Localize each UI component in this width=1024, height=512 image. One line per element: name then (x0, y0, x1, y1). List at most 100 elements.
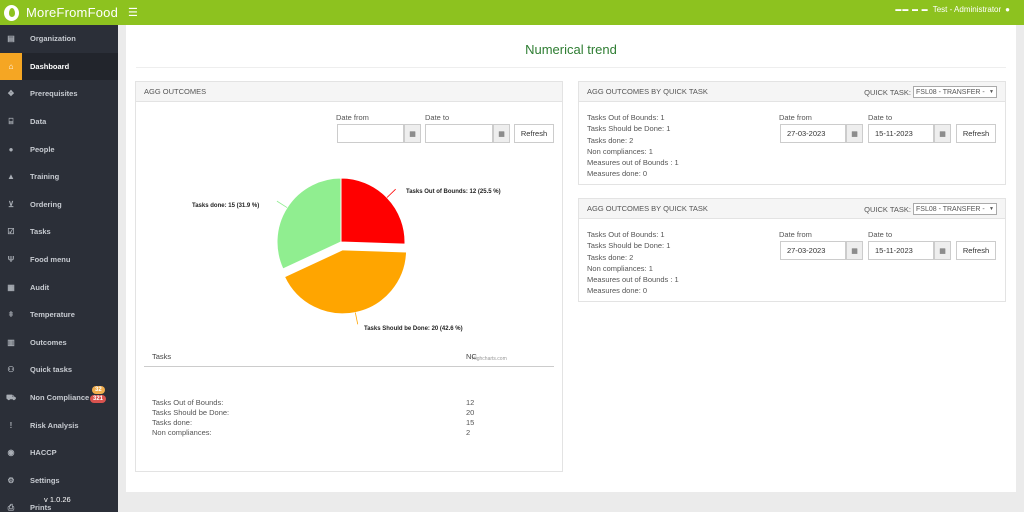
cubes-icon: ❖ (7, 89, 15, 99)
date-from-label: Date from (336, 113, 369, 122)
hamburger-menu-icon[interactable]: ☰ (128, 7, 138, 19)
quick-task-label: QUICK TASK: (864, 204, 911, 214)
quick-task-select[interactable]: FSL08 - TRANSFER - ▼ (913, 203, 997, 215)
user-menu[interactable]: ▬▬ ▬ ▬ Test - Administrator ● (895, 5, 1010, 14)
users-icon: ⚇ (7, 365, 15, 375)
col-tasks: Tasks (152, 352, 172, 361)
pie-leader-line (386, 188, 396, 198)
title-divider (136, 67, 1006, 68)
date-to-input[interactable] (425, 124, 493, 143)
compass-icon: ◉ (7, 448, 15, 458)
top-bar: MoreFromFood ☰ ▬▬ ▬ ▬ Test - Administrat… (0, 0, 1024, 25)
main-content: Numerical trend AGG OUTCOMES Date from D… (126, 25, 1016, 492)
brand-name: MoreFromFood (26, 5, 118, 20)
graduation-cap-icon: ▲ (7, 172, 15, 182)
sidebar-item-quick-tasks[interactable]: ⚇ Quick tasks (0, 356, 118, 384)
version-label: v 1.0.26 (44, 495, 71, 504)
cart-icon: ⊻ (8, 199, 14, 209)
calendar-icon[interactable]: ▦ (934, 124, 951, 143)
pie-leader-line (354, 312, 359, 325)
calendar-icon[interactable]: ▦ (404, 124, 421, 143)
refresh-button[interactable]: Refresh (956, 241, 996, 260)
table-icon: ▥ (7, 337, 15, 347)
gears-icon: ⚙ (7, 475, 15, 485)
sidebar-item-training[interactable]: ▲ Training (0, 163, 118, 191)
sidebar-item-people[interactable]: ● People (0, 135, 118, 163)
sidebar-item-outcomes[interactable]: ▥ Outcomes (0, 329, 118, 357)
pie-chart (276, 177, 408, 325)
sidebar-item-data[interactable]: ⌸ Data (0, 108, 118, 136)
pie-label-should-be-done: Tasks Should be Done: 20 (42.6 %) (364, 326, 463, 332)
building-icon: ▤ (7, 34, 15, 44)
person-icon: ● (8, 144, 14, 154)
agg-outcomes-panel: AGG OUTCOMES Date from Date to ▦ ▦ Refre… (135, 81, 563, 472)
nc-danger-badge: 321 (90, 394, 107, 403)
sidebar-item-temperature[interactable]: ǂ Temperature (0, 301, 118, 329)
col-nc: NC (466, 352, 477, 361)
chart-credits[interactable]: Highcharts.com (472, 356, 507, 362)
quick-task-select[interactable]: FSL08 - TRANSFER - ▼ (913, 86, 997, 98)
sidebar-item-prints[interactable]: ⎙ Prints (0, 494, 118, 512)
quick-task-stats: Tasks Out of Bounds: 1 Tasks Should be D… (587, 113, 679, 179)
date-from-input[interactable]: 27-03-2023 (780, 241, 846, 260)
quick-task-panel-header: AGG OUTCOMES BY QUICK TASK (579, 199, 1005, 219)
sidebar: ▤ Organization ⌂ Dashboard ❖ Prerequisites … (0, 25, 118, 512)
print-icon: ⎙ (7, 502, 15, 512)
sidebar-item-dashboard[interactable]: ⌂ Dashboard (0, 52, 118, 81)
date-to-label: Date to (425, 113, 450, 122)
quick-task-selector: QUICK TASK: FSL08 - TRANSFER - ▼ (864, 203, 997, 215)
checkbox-icon: ☑ (7, 227, 15, 237)
user-name[interactable]: Test - Administrator (932, 5, 1002, 14)
exclamation-icon: ! (9, 420, 13, 430)
quick-task-panel-header: AGG OUTCOMES BY QUICK TASK (579, 82, 1005, 102)
date-from-input[interactable] (337, 124, 404, 143)
quick-task-panel: AGG OUTCOMES BY QUICK TASK QUICK TASK: F… (578, 81, 1006, 185)
date-to-label: Date to (868, 230, 893, 239)
refresh-button[interactable]: Refresh (956, 124, 996, 143)
sidebar-item-haccp[interactable]: ◉ HACCP (0, 439, 118, 467)
language-flags[interactable]: ▬▬ ▬ ▬ (895, 6, 929, 13)
date-from-label: Date from (779, 230, 812, 239)
sidebar-item-tasks[interactable]: ☑ Tasks (0, 218, 118, 246)
table-header: Tasks NC (144, 349, 554, 367)
sidebar-item-settings[interactable]: ⚙ Settings (0, 467, 118, 495)
sidebar-item-prerequisites[interactable]: ❖ Prerequisites (0, 80, 118, 108)
truck-icon: ⛟ (5, 392, 17, 402)
sidebar-item-organization[interactable]: ▤ Organization (0, 25, 118, 53)
sidebar-item-audit[interactable]: ▦ Audit (0, 273, 118, 301)
calendar-icon[interactable]: ▦ (493, 124, 510, 143)
pie-leader-line (276, 200, 288, 208)
date-to-label: Date to (868, 113, 893, 122)
nc-warning-badge: 32 (92, 385, 105, 394)
home-icon: ⌂ (0, 52, 22, 81)
sidebar-item-food-menu[interactable]: Ψ Food menu (0, 246, 118, 274)
date-to-input[interactable]: 15-11-2023 (868, 124, 934, 143)
sidebar-item-ordering[interactable]: ⊻ Ordering (0, 191, 118, 219)
bank-icon: ⌸ (8, 116, 14, 126)
quick-task-selector: QUICK TASK: FSL08 - TRANSFER - ▼ (864, 86, 997, 98)
pie-label-out-of-bounds: Tasks Out of Bounds: 12 (25.5 %) (406, 189, 501, 195)
sidebar-item-risk-analysis[interactable]: ! Risk Analysis (0, 411, 118, 439)
quick-task-panel: AGG OUTCOMES BY QUICK TASK QUICK TASK: F… (578, 198, 1006, 302)
date-from-label: Date from (779, 113, 812, 122)
brand[interactable]: MoreFromFood (0, 0, 118, 25)
agg-outcomes-header: AGG OUTCOMES (136, 82, 562, 102)
pie-label-tasks-done: Tasks done: 15 (31.9 %) (192, 203, 260, 209)
calendar-check-icon: ▦ (7, 282, 15, 292)
page-title: Numerical trend (525, 42, 617, 57)
chevron-down-icon: ▼ (989, 89, 994, 95)
calendar-icon[interactable]: ▦ (934, 241, 951, 260)
pie-slice-out-of-bounds[interactable] (340, 177, 406, 245)
sidebar-item-non-compliance[interactable]: ⛟ Non Compliance 32 321 (0, 384, 118, 412)
logo-icon (4, 4, 20, 21)
cutlery-icon: Ψ (7, 255, 15, 265)
quick-task-stats: Tasks Out of Bounds: 1 Tasks Should be D… (587, 230, 679, 296)
calendar-icon[interactable]: ▦ (846, 241, 863, 260)
refresh-button[interactable]: Refresh (514, 124, 554, 143)
date-from-input[interactable]: 27-03-2023 (780, 124, 846, 143)
quick-task-label: QUICK TASK: (864, 87, 911, 97)
date-to-input[interactable]: 15-11-2023 (868, 241, 934, 260)
calendar-icon[interactable]: ▦ (846, 124, 863, 143)
thermometer-icon: ǂ (8, 310, 14, 320)
user-icon[interactable]: ● (1005, 5, 1010, 14)
